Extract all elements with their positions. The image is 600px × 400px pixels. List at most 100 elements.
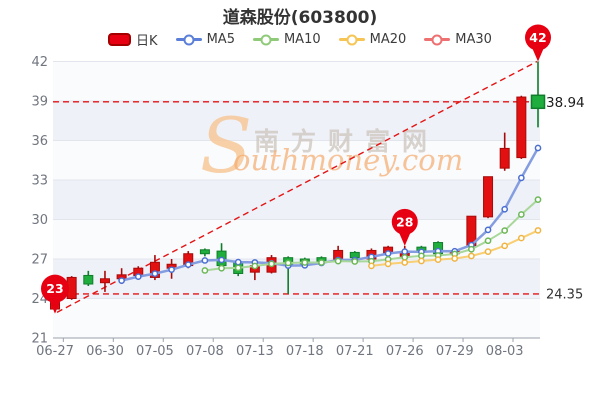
ma10-marker (318, 259, 325, 266)
plot-band (53, 298, 540, 338)
ma5-marker (168, 266, 175, 274)
ma20-line-swatch-icon (338, 38, 365, 41)
ma20-marker (534, 227, 542, 234)
ma10-marker (301, 259, 309, 266)
legend-item-ma10[interactable]: MA10 (252, 32, 321, 47)
ma5-marker (501, 205, 509, 213)
legend-label: MA5 (206, 32, 235, 47)
candle-body (83, 274, 94, 285)
x-axis-label: 07-05 (136, 344, 174, 359)
candle (216, 243, 227, 269)
ma5-marker (184, 261, 192, 269)
ma10-marker (334, 257, 342, 265)
ma5-marker (118, 277, 125, 284)
candle (499, 132, 510, 171)
ma5-line-swatch-icon (175, 38, 202, 41)
candle-body (483, 176, 494, 218)
ma5-marker (401, 248, 409, 255)
ma20-marker (451, 255, 459, 262)
ma20-marker (418, 257, 425, 265)
plot-band (53, 101, 540, 141)
ma20-marker (401, 259, 409, 266)
candlestick-swatch-icon (108, 33, 132, 46)
y-axis-label: 27 (31, 253, 48, 268)
ma10-marker (284, 259, 292, 267)
legend-label: MA30 (455, 32, 492, 47)
ma5-marker (517, 174, 525, 182)
balloon-marker: 28 (391, 208, 418, 246)
ma10-marker (517, 211, 525, 218)
candle (533, 61, 543, 128)
balloon-label: 23 (46, 281, 63, 296)
legend-item-dayk[interactable]: 日K (108, 30, 158, 49)
level-line-label: 24.35 (546, 287, 583, 302)
y-axis-label: 30 (31, 213, 48, 228)
balloon-bubble (41, 274, 69, 303)
ma5-marker (234, 258, 242, 266)
candle-body (516, 96, 527, 159)
x-axis-label: 07-18 (286, 344, 324, 359)
legend-label: MA10 (283, 32, 321, 47)
candle (199, 248, 210, 257)
balloon-label: 28 (396, 214, 413, 229)
ma5-marker (151, 270, 159, 277)
ma5-marker (201, 257, 209, 264)
x-axis-label: 06-30 (86, 344, 124, 359)
ma20-marker (384, 260, 392, 268)
ma10-marker (468, 245, 475, 253)
ma10-line-swatch-icon (252, 38, 279, 41)
ma30-line-swatch-icon (424, 38, 451, 41)
plot-band (53, 140, 540, 180)
candle-body (199, 249, 210, 255)
x-axis-label: 07-21 (336, 344, 374, 359)
y-axis-label: 33 (31, 174, 48, 189)
chart-legend: 日K MA5 MA10 MA20 MA30 (0, 30, 600, 49)
balloon-bubble (525, 24, 551, 51)
ma5-marker (484, 226, 492, 234)
ma20-marker (501, 242, 509, 250)
candle-body (499, 147, 510, 169)
plot-band (53, 61, 540, 101)
ma5-marker (384, 250, 392, 257)
x-axis-label: 06-27 (36, 344, 74, 359)
balloon-marker: 23 (41, 274, 69, 314)
candle (99, 270, 110, 292)
last-price-label: 38.94 (546, 95, 585, 111)
ma10-marker (501, 227, 509, 234)
y-axis-label: 42 (31, 55, 48, 70)
x-axis-label: 07-13 (236, 344, 274, 359)
candle (483, 176, 494, 219)
ma5-marker (134, 273, 142, 280)
legend-item-ma5[interactable]: MA5 (175, 32, 235, 47)
x-axis-label: 07-26 (386, 344, 424, 359)
trend-dashed-line (56, 60, 538, 313)
ma20-marker (368, 262, 375, 270)
balloon-marker: 42 (525, 24, 551, 62)
legend-label: 日K (136, 34, 158, 49)
ma20-line (368, 227, 542, 270)
y-axis-label: 39 (31, 95, 48, 110)
candle-body (99, 278, 110, 284)
ma20-marker (517, 234, 525, 242)
page-title: 道森股份(603800) (222, 8, 378, 28)
legend-item-ma30[interactable]: MA30 (424, 32, 492, 47)
x-axis-label: 07-08 (186, 344, 224, 359)
candle-body (149, 261, 160, 278)
x-axis-label: 07-29 (436, 344, 474, 359)
ma10-marker (534, 196, 542, 203)
balloon-bubble (391, 208, 418, 235)
ma10-marker (351, 258, 359, 265)
legend-item-ma20[interactable]: MA20 (338, 32, 407, 47)
candle (83, 270, 94, 286)
balloon-label: 42 (529, 30, 546, 45)
candle (516, 95, 527, 159)
legend-label: MA20 (369, 32, 407, 47)
last-price-marker (530, 94, 546, 110)
x-axis-label: 08-03 (486, 344, 524, 359)
ma20-marker (434, 256, 442, 264)
ma10-marker (401, 253, 409, 261)
ma10-marker (218, 264, 225, 272)
ma20-marker (484, 248, 492, 255)
